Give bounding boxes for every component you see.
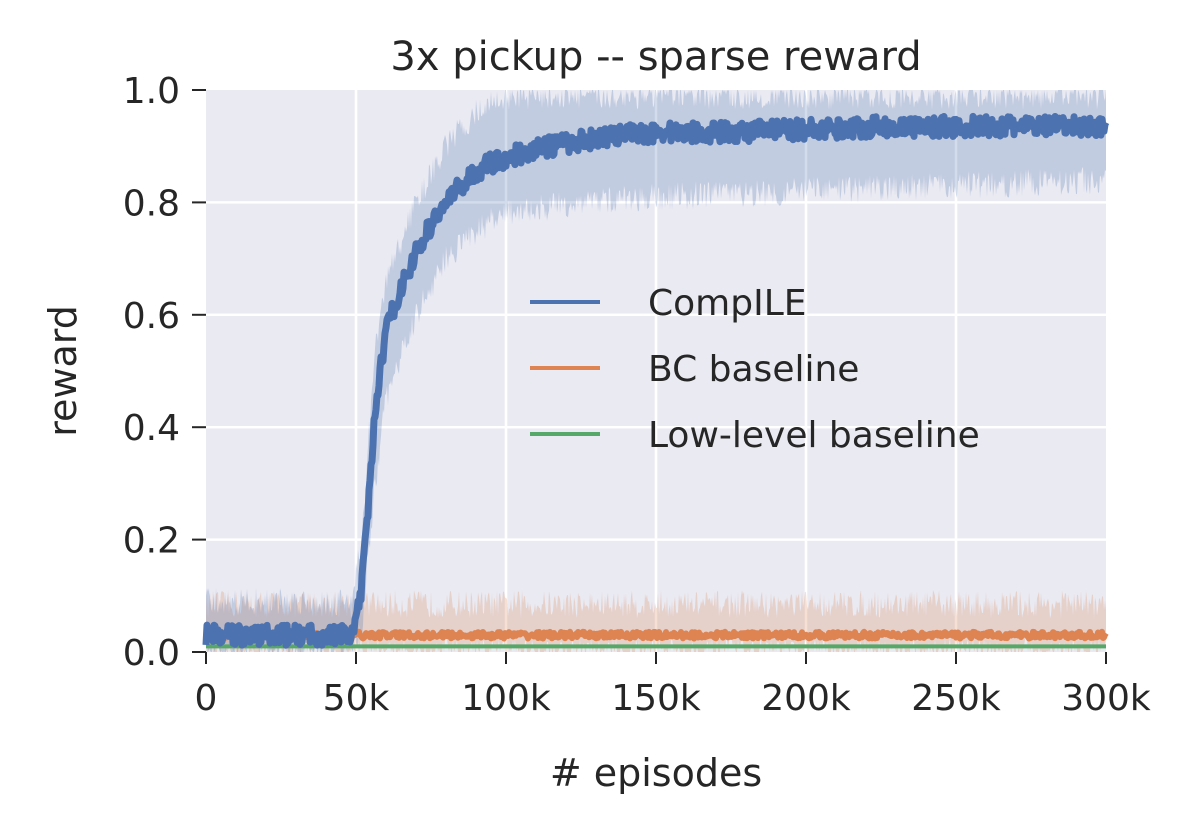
- series-lines: [202, 112, 1110, 649]
- y-tick-label: 0.6: [123, 296, 180, 337]
- x-tick-label: 200k: [761, 678, 851, 719]
- x-tick-label: 250k: [911, 678, 1001, 719]
- x-tick-label: 0: [195, 678, 218, 719]
- axis-ticks: 0 50k 100k 150k 200k 250k 300k 0.0 0.2 0.4 0.6 0.8 1…: [123, 71, 1151, 719]
- y-tick-label: 0.0: [123, 633, 180, 674]
- compile-line: [202, 112, 1110, 649]
- grid-lines: [206, 90, 1106, 652]
- x-tick-label: 100k: [461, 678, 551, 719]
- legend: CompILE BC baseline Low-level baseline: [530, 283, 980, 456]
- legend-label-bc-baseline: BC baseline: [648, 349, 859, 390]
- chart-title: 3x pickup -- sparse reward: [390, 34, 921, 80]
- y-tick-label: 0.2: [123, 521, 180, 562]
- legend-label-low-level-baseline: Low-level baseline: [648, 415, 980, 456]
- x-tick-label: 300k: [1061, 678, 1151, 719]
- y-tick-label: 1.0: [123, 71, 180, 112]
- x-tick-label: 150k: [611, 678, 701, 719]
- y-tick-label: 0.4: [123, 408, 180, 449]
- legend-label-compile: CompILE: [648, 283, 807, 324]
- y-tick-label: 0.8: [123, 183, 180, 224]
- x-axis-label: # episodes: [550, 751, 762, 795]
- y-axis-label: reward: [41, 305, 85, 437]
- x-tick-label: 50k: [323, 678, 390, 719]
